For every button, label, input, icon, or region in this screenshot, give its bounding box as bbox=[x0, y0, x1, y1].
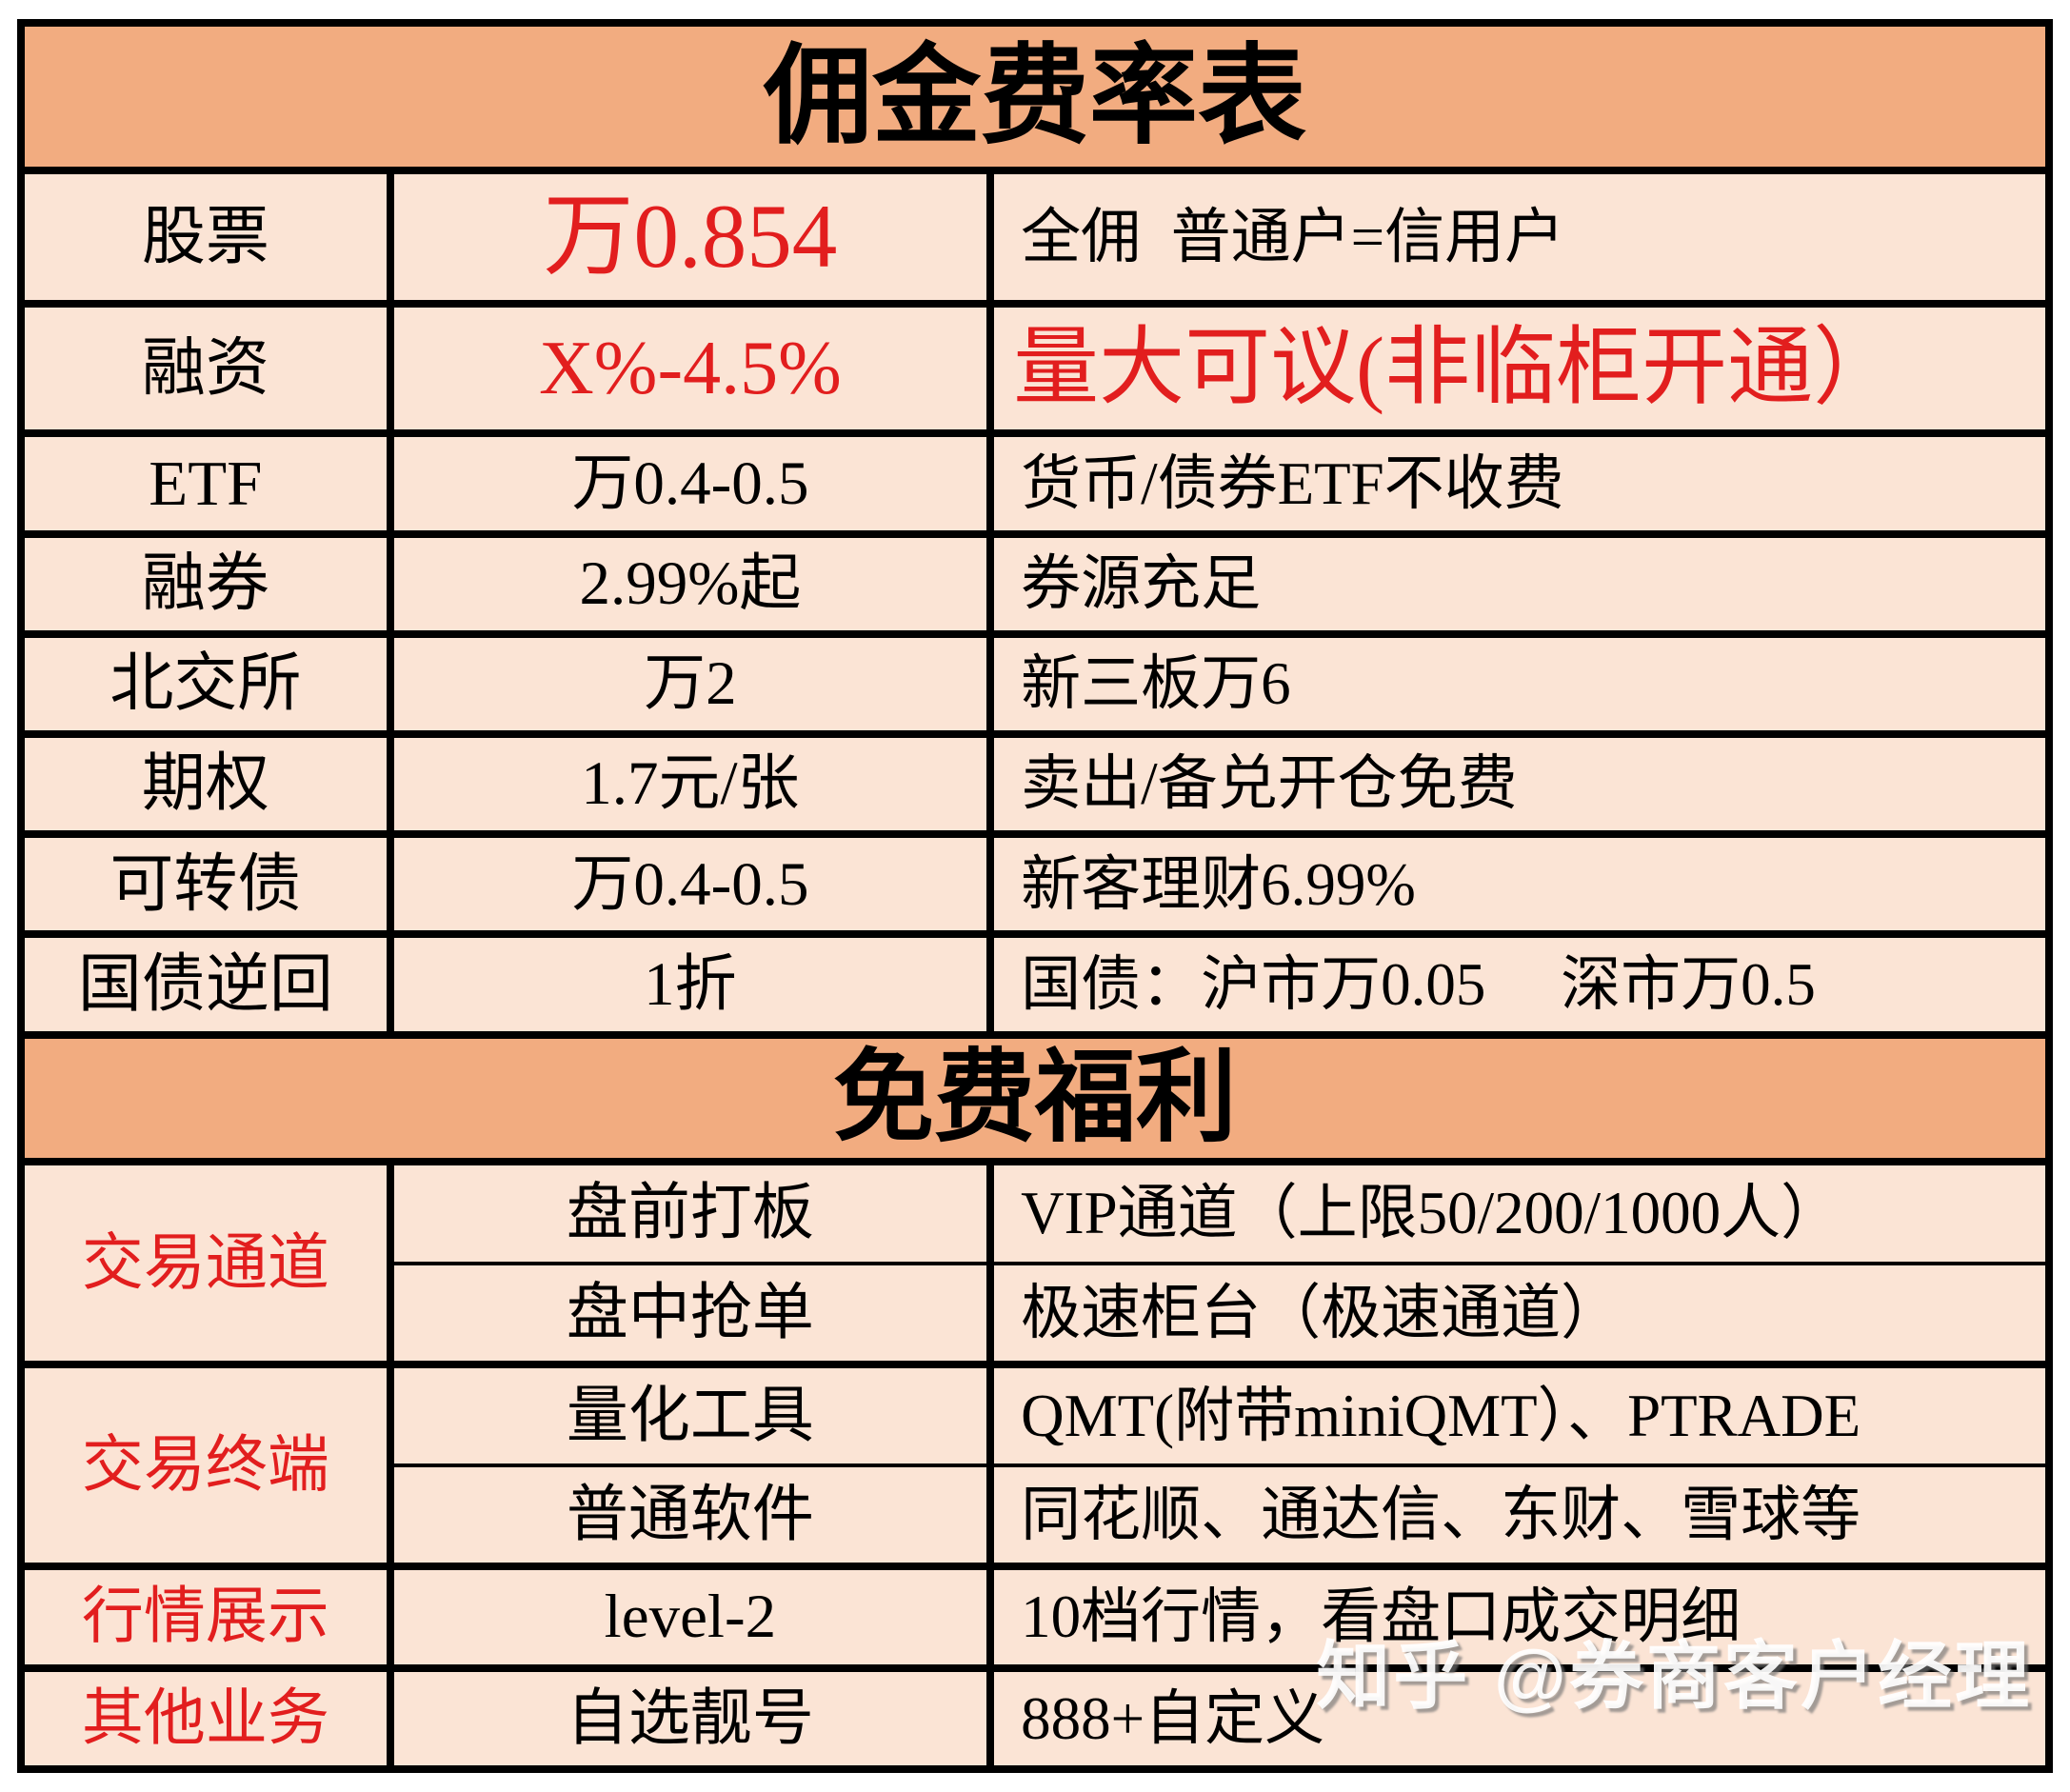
fee-row-1-note: 量大可议(非临柜开通） bbox=[986, 300, 2053, 438]
benefit-category-trading-channel: 交易通道 bbox=[17, 1158, 394, 1368]
benefit-category-trading-terminal: 交易终端 bbox=[17, 1360, 394, 1571]
fee-row-0-label: 股票 bbox=[17, 167, 394, 309]
fee-and-benefits-table: 佣金费率表 股票 万0.854 全佣 普通户=信用户 融资 X%-4.5% 量大… bbox=[17, 18, 2053, 1774]
benefit-item-custom-number: 自选靓号 bbox=[386, 1663, 995, 1774]
fee-row-1-label: 融资 bbox=[17, 300, 394, 438]
benefit-item-quant-tools: 量化工具 bbox=[386, 1360, 995, 1468]
commission-table: 佣金费率表 股票 万0.854 全佣 普通户=信用户 融资 X%-4.5% 量大… bbox=[17, 18, 2053, 1774]
fee-row-2-value: 万0.4-0.5 bbox=[386, 429, 995, 538]
fee-row-4-label: 北交所 bbox=[17, 629, 394, 738]
fee-row-2-note: 货币/债券ETF不收费 bbox=[986, 429, 2053, 538]
fee-row-3-value: 2.99%起 bbox=[386, 529, 995, 638]
fee-row-7-label: 国债逆回 bbox=[17, 930, 394, 1039]
fee-row-0-note: 全佣 普通户=信用户 bbox=[986, 167, 2053, 309]
fee-row-7-value: 1折 bbox=[386, 930, 995, 1039]
fee-row-6-value: 万0.4-0.5 bbox=[386, 830, 995, 939]
fee-row-6-label: 可转债 bbox=[17, 830, 394, 939]
benefit-item-common-software: 普通软件 bbox=[386, 1463, 995, 1571]
fee-row-5-note: 卖出/备兑开仓免费 bbox=[986, 729, 2053, 839]
fee-row-3-label: 融券 bbox=[17, 529, 394, 638]
fee-row-3-note: 券源充足 bbox=[986, 529, 2053, 638]
fee-row-7-note: 国债：沪市万0.05 深市万0.5 bbox=[986, 930, 2053, 1039]
benefit-item-pre-market-board: 盘前打板 bbox=[386, 1158, 995, 1265]
benefit-desc-custom-number: 888+自定义 bbox=[986, 1663, 2053, 1774]
fee-row-1-value: X%-4.5% bbox=[386, 300, 995, 438]
benefit-item-intraday-order: 盘中抢单 bbox=[386, 1261, 995, 1368]
benefit-category-other-business: 其他业务 bbox=[17, 1663, 394, 1774]
fee-row-5-value: 1.7元/张 bbox=[386, 729, 995, 839]
fee-row-6-note: 新客理财6.99% bbox=[986, 830, 2053, 939]
fee-row-4-note: 新三板万6 bbox=[986, 629, 2053, 738]
fee-row-4-value: 万2 bbox=[386, 629, 995, 738]
benefits-title: 免费福利 bbox=[17, 1030, 2053, 1166]
benefit-desc-qmt-ptrade: QMT(附带miniQMT）、PTRADE bbox=[986, 1360, 2053, 1468]
fee-row-2-label: ETF bbox=[17, 429, 394, 538]
benefit-item-level2: level-2 bbox=[386, 1563, 995, 1672]
fee-row-0-value: 万0.854 bbox=[386, 167, 995, 309]
fee-table-title: 佣金费率表 bbox=[17, 18, 2053, 175]
benefit-desc-level2: 10档行情，看盘口成交明细 bbox=[986, 1563, 2053, 1672]
benefit-desc-vip-channel: VIP通道（上限50/200/1000人） bbox=[986, 1158, 2053, 1265]
fee-row-5-label: 期权 bbox=[17, 729, 394, 839]
benefit-desc-software-list: 同花顺、通达信、东财、雪球等 bbox=[986, 1463, 2053, 1571]
zhihu-watermark: 知乎 @券商客户经理 bbox=[1316, 1634, 2032, 1718]
benefit-desc-fast-counter: 极速柜台（极速通道） bbox=[986, 1261, 2053, 1368]
benefit-category-market-display: 行情展示 bbox=[17, 1563, 394, 1672]
